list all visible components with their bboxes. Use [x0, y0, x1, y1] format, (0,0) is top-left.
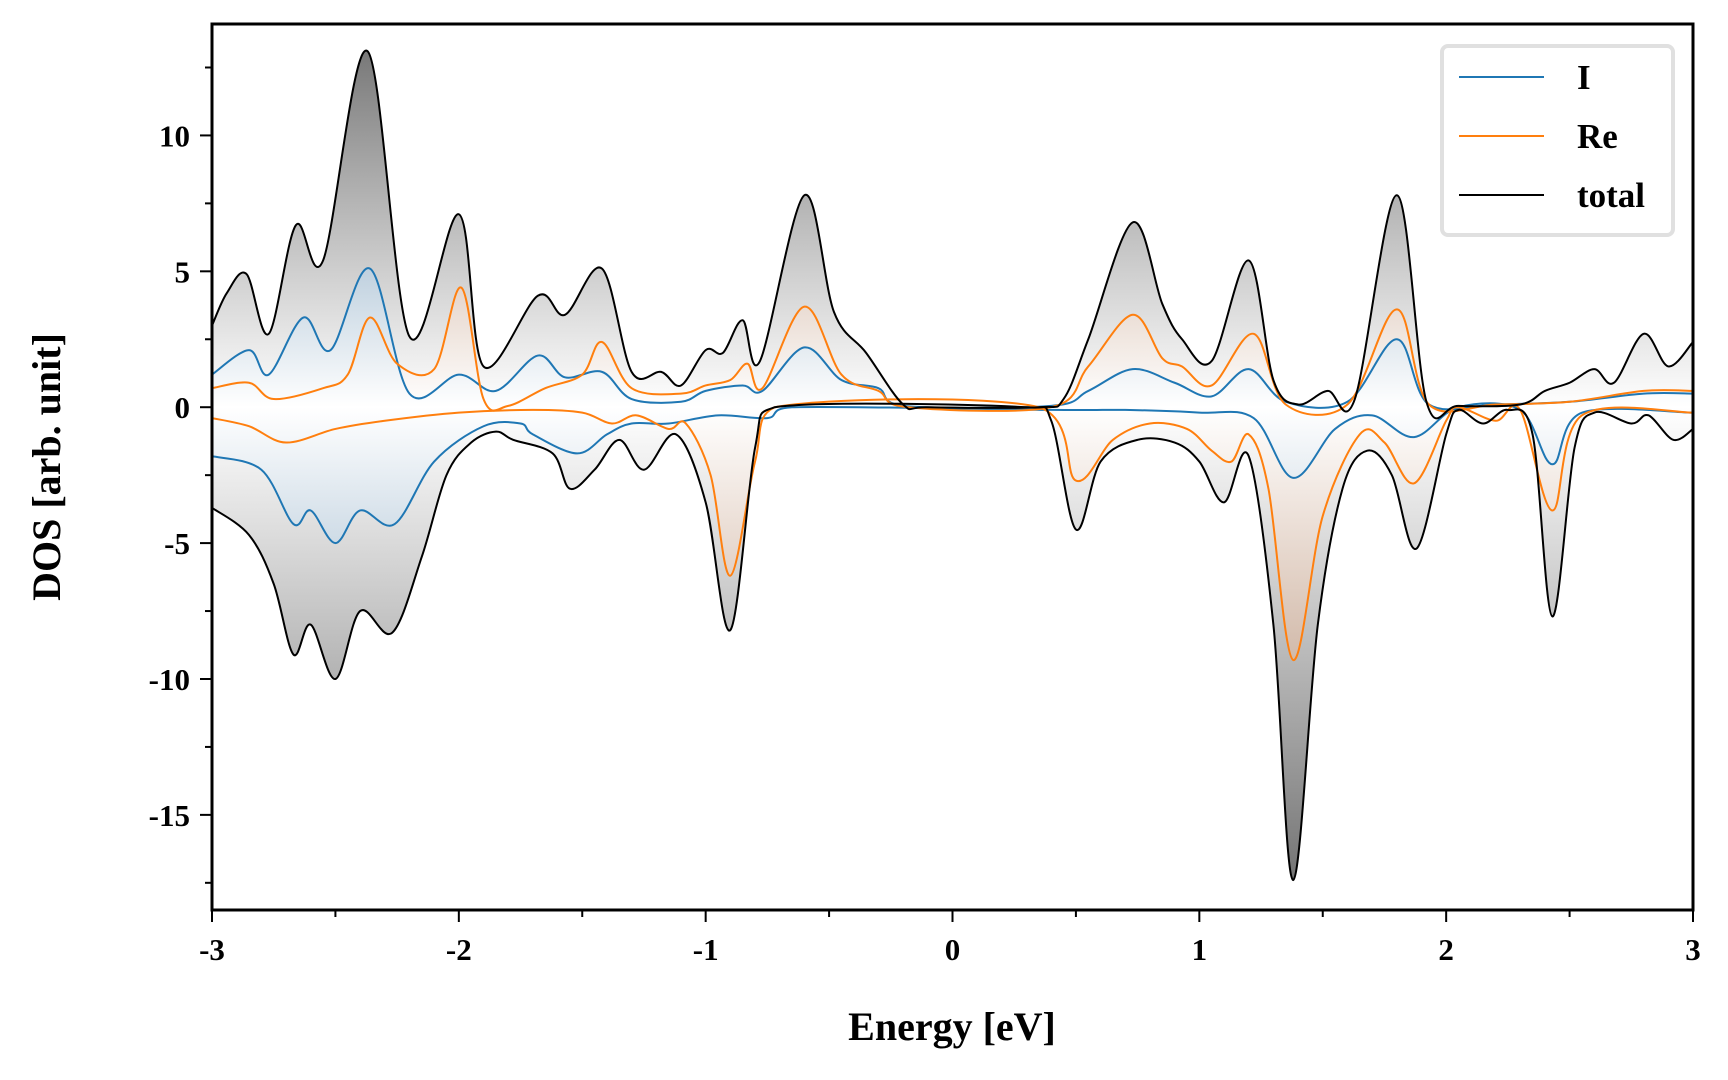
- y-tick-label: -15: [149, 798, 190, 833]
- x-tick-label: 0: [945, 932, 961, 967]
- fill-layer: [212, 50, 1693, 881]
- legend-label-total: total: [1577, 176, 1645, 215]
- x-axis-label: Energy [eV]: [848, 1004, 1056, 1049]
- x-tick-label: 1: [1192, 932, 1208, 967]
- y-tick-label: -10: [149, 662, 190, 697]
- re-up-line: [212, 286, 1693, 416]
- y-tick-label: 0: [175, 390, 191, 425]
- y-tick-label: 10: [159, 118, 190, 153]
- legend-label-re: Re: [1577, 117, 1618, 156]
- x-tick-label: -3: [199, 932, 225, 967]
- i-up-fill: [212, 268, 1693, 410]
- y-tick-label: 5: [175, 254, 191, 289]
- total-up-fill: [212, 50, 1693, 419]
- legend-box: [1440, 44, 1675, 237]
- total-up-line: [212, 50, 1693, 420]
- i-down-line: [212, 402, 1693, 545]
- x-tick-label: -1: [693, 932, 719, 967]
- line-layer: [212, 50, 1693, 882]
- x-tick-label: 2: [1438, 932, 1454, 967]
- y-axis-label: DOS [arb. unit]: [24, 333, 69, 601]
- x-tick-label: 3: [1685, 932, 1701, 967]
- re-down-fill: [212, 399, 1693, 661]
- legend: I Re total: [1440, 44, 1675, 237]
- y-tick-label: -5: [164, 526, 190, 561]
- i-down-fill: [212, 403, 1693, 544]
- total-down-fill: [212, 403, 1693, 881]
- total-down-line: [212, 402, 1693, 882]
- y-axis: 10 5 0 -5 -10 -15: [149, 66, 212, 884]
- i-up-line: [212, 267, 1693, 411]
- x-tick-label: -2: [446, 932, 472, 967]
- legend-label-i: I: [1577, 58, 1591, 97]
- re-down-line: [212, 398, 1693, 661]
- x-axis: -3 -2 -1 0 1 2 3: [199, 910, 1701, 967]
